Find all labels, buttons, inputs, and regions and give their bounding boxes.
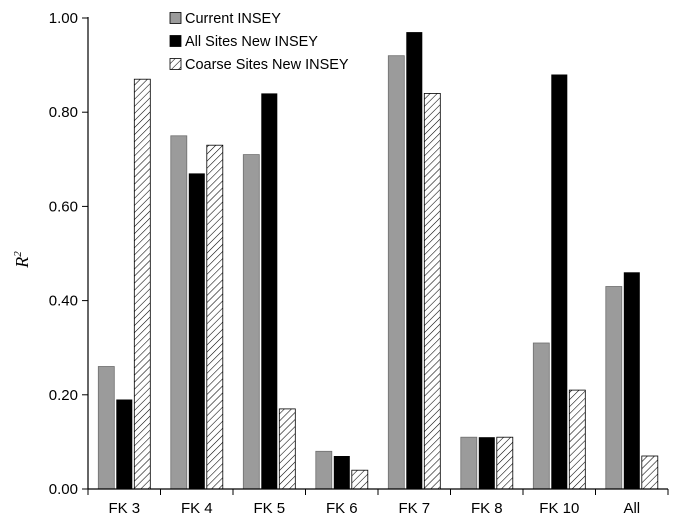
y-tick-label: 0.60 [49,198,78,215]
y-axis-title: R2 [12,251,32,269]
bar-coarse-sites-new-insey-fk-10 [568,389,586,490]
bar-current-insey-all [605,286,623,490]
legend-label: All Sites New INSEY [185,34,318,50]
x-tick-label: FK 8 [471,500,503,517]
legend-swatch [169,58,182,70]
y-axis-title-superscript: 2 [12,251,24,257]
x-tick-label: FK 5 [253,500,285,517]
x-tick-label: FK 7 [398,500,430,517]
y-axis-title-main: R [12,257,32,269]
bars-group [97,32,659,490]
bar-coarse-sites-new-insey-fk-8 [496,436,514,490]
y-tick-label: 1.00 [49,10,78,27]
bar-coarse-sites-new-insey-fk-3 [133,78,151,490]
bar-current-insey-fk-6 [315,450,333,490]
x-tick-label: FK 3 [108,500,140,517]
bar-all-sites-new-insey-all [623,272,640,489]
y-tick-label: 0.80 [49,104,78,121]
bar-coarse-sites-new-insey-fk-4 [206,144,224,490]
legend: Current INSEY All Sites New INSEY Coarse S… [169,11,349,73]
legend-swatch [169,35,182,47]
legend-swatch [169,12,182,24]
x-tick-label: FK 6 [326,500,358,517]
bar-coarse-sites-new-insey-fk-7 [423,93,441,490]
bar-coarse-sites-new-insey-fk-5 [278,408,296,490]
bar-all-sites-new-insey-fk-4 [188,173,205,489]
x-tick-label: All [623,500,640,517]
bar-all-sites-new-insey-fk-8 [478,437,495,489]
bar-current-insey-fk-3 [97,366,115,490]
x-tick-label: FK 10 [539,500,579,517]
y-tick-label: 0.00 [49,481,78,498]
bar-current-insey-fk-4 [170,135,188,490]
bar-all-sites-new-insey-fk-6 [333,456,350,489]
x-tick-label: FK 4 [181,500,213,517]
axes-group: FK 3 FK 4 FK 5 FK 6 FK 7 FK 8 FK 10 All 0.00 0.20… [12,10,669,517]
legend-label: Current INSEY [185,11,281,27]
legend-label: Coarse Sites New INSEY [185,57,349,73]
bar-current-insey-fk-10 [532,342,550,490]
bar-all-sites-new-insey-fk-10 [551,74,568,489]
bar-coarse-sites-new-insey-fk-6 [351,469,369,490]
y-tick-label: 0.40 [49,293,78,310]
bar-current-insey-fk-7 [387,55,405,490]
bar-all-sites-new-insey-fk-7 [406,32,423,489]
bar-all-sites-new-insey-fk-3 [116,399,133,489]
bar-all-sites-new-insey-fk-5 [261,93,278,490]
bar-current-insey-fk-8 [460,436,478,490]
bar-current-insey-fk-5 [242,154,260,490]
bar-coarse-sites-new-insey-all [641,455,659,490]
y-tick-label: 0.20 [49,387,78,404]
